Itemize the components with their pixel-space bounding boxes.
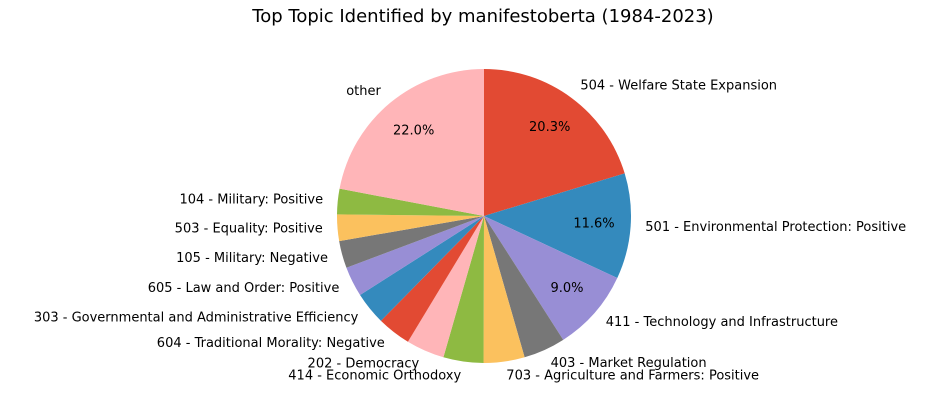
slice-percent-other: 22.0% — [393, 124, 434, 139]
slice-label-303-governmental-and-administrative-efficiency: 303 - Governmental and Administrative Ef… — [34, 310, 359, 325]
slice-label-501-environmental-protection-positive: 501 - Environmental Protection: Positive — [645, 220, 906, 235]
pie-slice-303-governmental-and-administrative-efficiency — [360, 216, 484, 321]
slice-percent-411-technology-and-infrastructure: 9.0% — [550, 281, 583, 296]
slice-label-605-law-and-order-positive: 605 - Law and Order: Positive — [148, 281, 340, 296]
slice-percent-504-welfare-state-expansion: 20.3% — [529, 120, 570, 135]
pie-slice-504-welfare-state-expansion — [484, 69, 625, 216]
slice-label-414-economic-orthodoxy: 414 - Economic Orthodoxy — [288, 369, 461, 384]
slice-label-105-military-negative: 105 - Military: Negative — [176, 251, 328, 266]
slice-label-403-market-regulation: 403 - Market Regulation — [551, 356, 707, 371]
pie-slice-105-military-negative — [339, 216, 484, 268]
slice-percent-501-environmental-protection-positive: 11.6% — [573, 216, 614, 231]
slice-label-504-welfare-state-expansion: 504 - Welfare State Expansion — [580, 79, 777, 94]
pie-slice-604-traditional-morality-negative — [380, 216, 484, 342]
pie-slice-414-economic-orthodoxy — [443, 216, 484, 363]
pie-slice-501-environmental-protection-positive — [484, 173, 631, 279]
slice-label-104-military-positive: 104 - Military: Positive — [179, 193, 323, 208]
pie-slice-703-agriculture-and-farmers-positive — [483, 216, 525, 363]
slice-label-202-democracy: 202 - Democracy — [308, 357, 420, 372]
slice-label-411-technology-and-infrastructure: 411 - Technology and Infrastructure — [606, 315, 838, 330]
slice-label-703-agriculture-and-farmers-positive: 703 - Agriculture and Farmers: Positive — [506, 369, 759, 384]
slice-label-503-equality-positive: 503 - Equality: Positive — [175, 221, 323, 236]
slice-label-other: other — [346, 84, 381, 99]
pie-slice-104-military-positive — [337, 188, 484, 216]
slice-label-604-traditional-morality-negative: 604 - Traditional Morality: Negative — [157, 336, 385, 351]
pie-slice-other — [339, 69, 484, 216]
pie-slice-403-market-regulation — [484, 216, 564, 358]
pie-slice-202-democracy — [407, 216, 484, 358]
pie-slice-411-technology-and-infrastructure — [484, 216, 618, 340]
chart-title: Top Topic Identified by manifestoberta (… — [252, 6, 714, 27]
pie-slice-605-law-and-order-positive — [346, 216, 484, 296]
pie-slice-503-equality-positive — [337, 214, 484, 242]
